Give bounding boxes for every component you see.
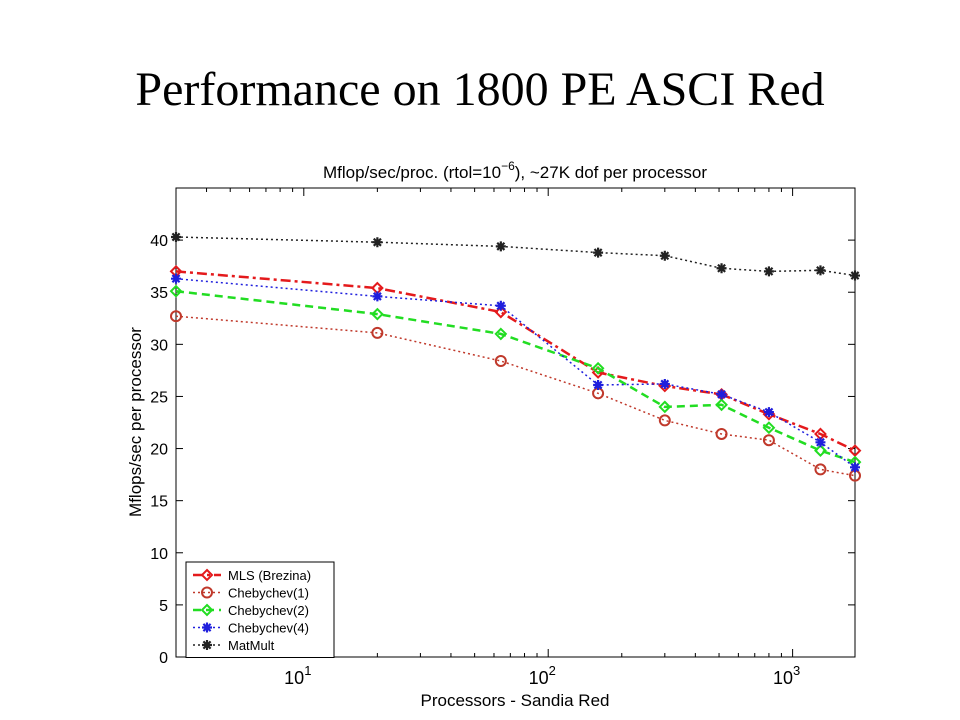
data-point xyxy=(495,300,506,311)
data-point xyxy=(372,291,383,302)
plot-area xyxy=(175,187,856,658)
legend-item: MatMult xyxy=(193,638,275,653)
data-point xyxy=(815,265,826,276)
legend-marker xyxy=(202,622,212,633)
data-point xyxy=(591,361,605,375)
data-point xyxy=(763,266,774,277)
y-tick-label: 40 xyxy=(150,233,168,250)
data-point xyxy=(494,305,508,319)
series-line xyxy=(175,236,856,277)
x-tick-label: 103 xyxy=(773,663,800,688)
series-line xyxy=(175,289,856,464)
data-point xyxy=(762,421,776,435)
data-point xyxy=(850,270,860,281)
legend-marker xyxy=(200,568,214,582)
legend-item: MLS (Brezina) xyxy=(193,568,311,583)
series-line xyxy=(175,277,856,468)
data-point xyxy=(658,414,671,427)
data-point xyxy=(716,263,727,274)
x-tick-label: 102 xyxy=(529,663,556,688)
data-point xyxy=(658,400,672,414)
legend-label: Chebychev(2) xyxy=(228,603,309,618)
y-tick-label: 5 xyxy=(159,598,168,615)
data-point xyxy=(716,389,727,400)
x-axis: 101 102 103 xyxy=(175,188,800,688)
series-0 xyxy=(169,264,862,458)
data-point xyxy=(814,444,827,458)
data-point xyxy=(850,462,860,473)
legend-item: Chebychev(4) xyxy=(193,621,309,636)
data-point xyxy=(169,284,183,298)
series-line xyxy=(175,270,856,452)
legend-label: MLS (Brezina) xyxy=(228,568,311,583)
legend-marker xyxy=(201,586,213,599)
legend-marker xyxy=(200,603,214,617)
chart-title-main: Mflop/sec/proc. (rtol=10 xyxy=(323,163,501,182)
data-point xyxy=(815,437,826,448)
data-point xyxy=(371,326,384,339)
data-point xyxy=(372,237,383,248)
legend-label: Chebychev(1) xyxy=(228,586,309,601)
y-tick-label: 0 xyxy=(159,650,168,667)
legend-label: Chebychev(4) xyxy=(228,621,309,636)
data-point xyxy=(593,379,604,390)
series-4 xyxy=(171,231,860,281)
data-point xyxy=(715,427,728,440)
y-tick-label: 10 xyxy=(150,546,168,563)
slide-title: Performance on 1800 PE ASCI Red xyxy=(135,63,825,116)
data-point xyxy=(814,463,827,476)
data-point xyxy=(495,241,506,252)
chart-title: Mflop/sec/proc. (rtol=10−6), ~27K dof pe… xyxy=(323,159,707,182)
data-point xyxy=(494,355,507,368)
data-point xyxy=(171,273,181,284)
legend-label: MatMult xyxy=(228,638,275,653)
y-tick-label: 35 xyxy=(150,285,168,302)
chart-title-exponent: −6 xyxy=(501,159,515,173)
data-point xyxy=(762,434,775,447)
data-point xyxy=(659,378,670,389)
data-point xyxy=(659,250,670,261)
data-point xyxy=(494,327,508,341)
series-group xyxy=(169,231,862,482)
data-point xyxy=(370,307,384,321)
data-point xyxy=(715,398,728,412)
y-axis: 0 5 10 15 20 25 30 35 40 xyxy=(150,233,855,667)
y-tick-label: 15 xyxy=(150,494,168,511)
data-point xyxy=(171,231,181,242)
series-2 xyxy=(169,284,862,469)
y-tick-label: 20 xyxy=(150,442,168,459)
series-1 xyxy=(170,310,861,482)
y-tick-label: 30 xyxy=(150,337,168,354)
x-axis-label: Processors - Sandia Red xyxy=(421,691,610,710)
data-point xyxy=(170,310,182,323)
data-point xyxy=(848,444,862,458)
data-point xyxy=(763,407,774,418)
legend-item: Chebychev(2) xyxy=(193,603,309,618)
y-axis-label: Mflops/sec per processor xyxy=(126,327,145,517)
x-tick-label: 101 xyxy=(284,663,311,688)
chart-title-tail: ), ~27K dof per processor xyxy=(515,163,708,182)
data-point xyxy=(593,247,604,258)
y-tick-label: 25 xyxy=(150,389,168,406)
legend-marker xyxy=(202,640,212,650)
legend-item: Chebychev(1) xyxy=(193,586,309,601)
legend: MLS (Brezina) Chebychev(1) Chebychev(2) Che… xyxy=(185,561,335,658)
series-3 xyxy=(171,273,860,473)
